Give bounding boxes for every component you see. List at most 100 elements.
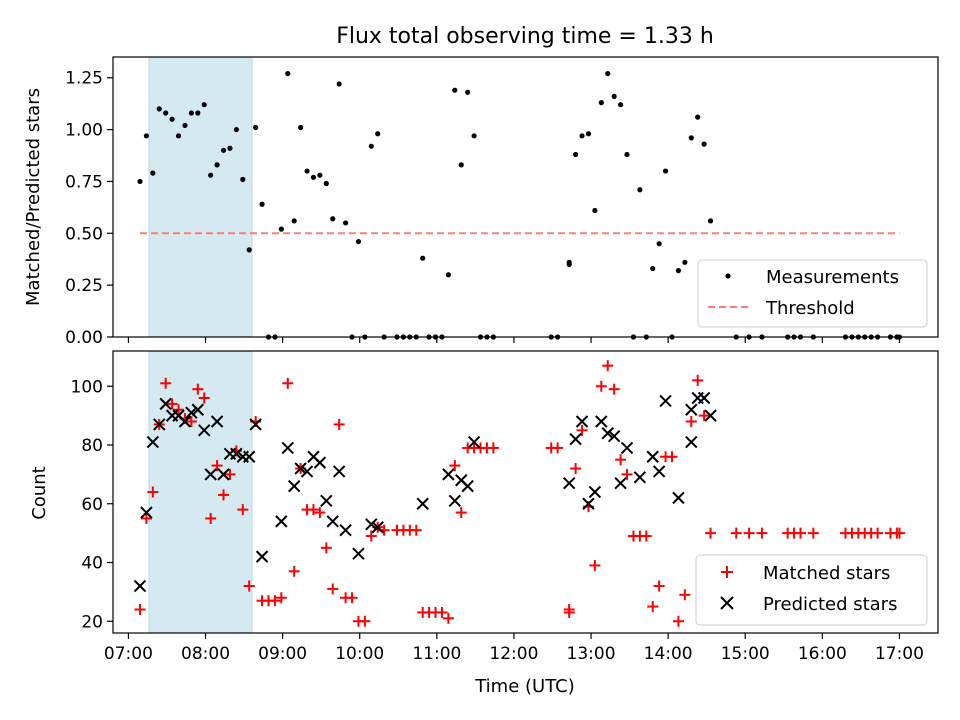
predicted-star-point bbox=[185, 406, 198, 419]
matched-star-point bbox=[743, 527, 755, 539]
matched-star-point bbox=[685, 416, 697, 427]
legend-marker-measurements bbox=[725, 273, 731, 279]
bottom-y-tick-label: 100 bbox=[71, 377, 103, 397]
bottom-x-tick-label: 07:00 bbox=[104, 644, 153, 664]
legend-marker-matched bbox=[721, 566, 733, 578]
matched-star-point bbox=[243, 580, 255, 592]
matched-star-point bbox=[140, 512, 152, 524]
matched-star-point bbox=[314, 507, 326, 519]
measurement-point bbox=[208, 172, 214, 178]
measurement-point bbox=[656, 241, 662, 247]
matched-star-point bbox=[672, 615, 684, 627]
matched-star-point bbox=[346, 592, 358, 604]
predicted-star-point bbox=[588, 485, 602, 499]
top-y-axis-label: Matched/Predicted stars bbox=[23, 88, 44, 306]
predicted-star-point bbox=[704, 409, 717, 422]
predicted-star-point bbox=[287, 479, 301, 493]
measurement-point bbox=[304, 168, 310, 174]
measurement-point bbox=[156, 106, 162, 112]
matched-star-point bbox=[320, 542, 332, 554]
measurement-point bbox=[195, 110, 201, 116]
matched-star-point bbox=[269, 595, 281, 607]
matched-star-point bbox=[185, 416, 197, 427]
predicted-star-point bbox=[217, 468, 230, 481]
predicted-star-point bbox=[191, 403, 205, 416]
measurement-point bbox=[420, 255, 426, 261]
top-y-tick-label: 0.00 bbox=[65, 328, 103, 348]
measurement-point bbox=[701, 141, 707, 147]
matched-star-point bbox=[653, 580, 665, 592]
measurement-point bbox=[342, 220, 349, 226]
matched-star-point bbox=[449, 460, 461, 472]
measurement-point bbox=[220, 147, 227, 153]
measurement-point bbox=[624, 151, 630, 158]
matched-star-point bbox=[893, 527, 905, 539]
measurement-point bbox=[298, 124, 304, 131]
bottom-shaded-interval bbox=[148, 350, 253, 634]
top-y-tick-label: 0.50 bbox=[65, 224, 103, 244]
measurement-point bbox=[452, 87, 458, 93]
measurement-point bbox=[355, 238, 362, 245]
measurement-point bbox=[682, 259, 688, 265]
matched-star-point bbox=[595, 380, 607, 392]
matched-star-point bbox=[570, 463, 582, 474]
matched-star-point bbox=[365, 530, 377, 542]
bottom-x-tick-label: 10:00 bbox=[335, 644, 384, 664]
top-panel: 0.00 0.25 0.50 0.75 1.00 1.25 Matched/Predict… bbox=[23, 56, 939, 348]
predicted-star-point bbox=[198, 424, 211, 437]
matched-star-point bbox=[872, 527, 884, 539]
bottom-x-tick-label: 17:00 bbox=[875, 644, 924, 664]
bottom-x-tick-label: 15:00 bbox=[721, 644, 770, 664]
bottom-x-tick-label: 09:00 bbox=[258, 644, 307, 664]
legend-marker-predicted bbox=[720, 596, 734, 610]
measurement-point bbox=[579, 133, 585, 139]
measurement-point bbox=[650, 265, 656, 272]
predicted-star-point bbox=[275, 515, 288, 528]
predicted-star-point bbox=[210, 415, 224, 428]
predicted-star-point bbox=[371, 521, 384, 534]
predicted-star-point bbox=[614, 476, 627, 490]
matched-star-point bbox=[552, 442, 564, 454]
predicted-star-point bbox=[461, 479, 474, 493]
matched-star-point bbox=[705, 527, 717, 539]
matched-star-point bbox=[756, 527, 768, 539]
top-y-tick-label: 0.75 bbox=[65, 172, 103, 192]
predicted-star-point bbox=[204, 468, 217, 481]
predicted-star-point bbox=[467, 435, 481, 449]
bottom-legend-box bbox=[695, 554, 928, 626]
matched-star-point bbox=[563, 606, 575, 618]
predicted-star-point bbox=[569, 432, 582, 446]
matched-star-point bbox=[288, 565, 300, 577]
measurement-point bbox=[566, 259, 572, 265]
top-shaded-interval bbox=[148, 56, 253, 338]
measurement-point bbox=[169, 116, 175, 122]
matched-star-point bbox=[211, 460, 223, 472]
predicted-star-point bbox=[153, 418, 166, 431]
predicted-star-point bbox=[685, 435, 698, 449]
predicted-star-point bbox=[230, 447, 243, 461]
predicted-star-point bbox=[281, 441, 294, 455]
bottom-legend: Matched stars Predicted stars bbox=[695, 554, 928, 626]
measurement-point bbox=[605, 70, 611, 77]
measurement-point bbox=[323, 180, 329, 187]
matched-star-point bbox=[455, 507, 467, 519]
measurement-point bbox=[330, 216, 336, 222]
measurement-point bbox=[375, 131, 381, 137]
predicted-star-point bbox=[633, 471, 647, 484]
matched-star-point bbox=[198, 392, 210, 404]
matched-star-point bbox=[275, 592, 287, 604]
measurement-point bbox=[285, 70, 291, 77]
matched-star-point bbox=[192, 383, 204, 395]
predicted-star-point bbox=[255, 550, 269, 563]
measurement-point bbox=[695, 114, 701, 120]
predicted-star-point bbox=[352, 547, 365, 560]
matched-star-point bbox=[602, 360, 614, 372]
matched-star-point bbox=[282, 377, 294, 389]
top-legend-box bbox=[697, 259, 928, 328]
bottom-x-tick-label: 11:00 bbox=[412, 644, 461, 664]
measurement-point bbox=[707, 218, 714, 224]
measurement-point bbox=[585, 131, 592, 137]
top-y-tick-label: 0.25 bbox=[65, 276, 103, 296]
measurement-point bbox=[445, 272, 451, 278]
top-y-tick-label: 1.25 bbox=[65, 69, 103, 89]
